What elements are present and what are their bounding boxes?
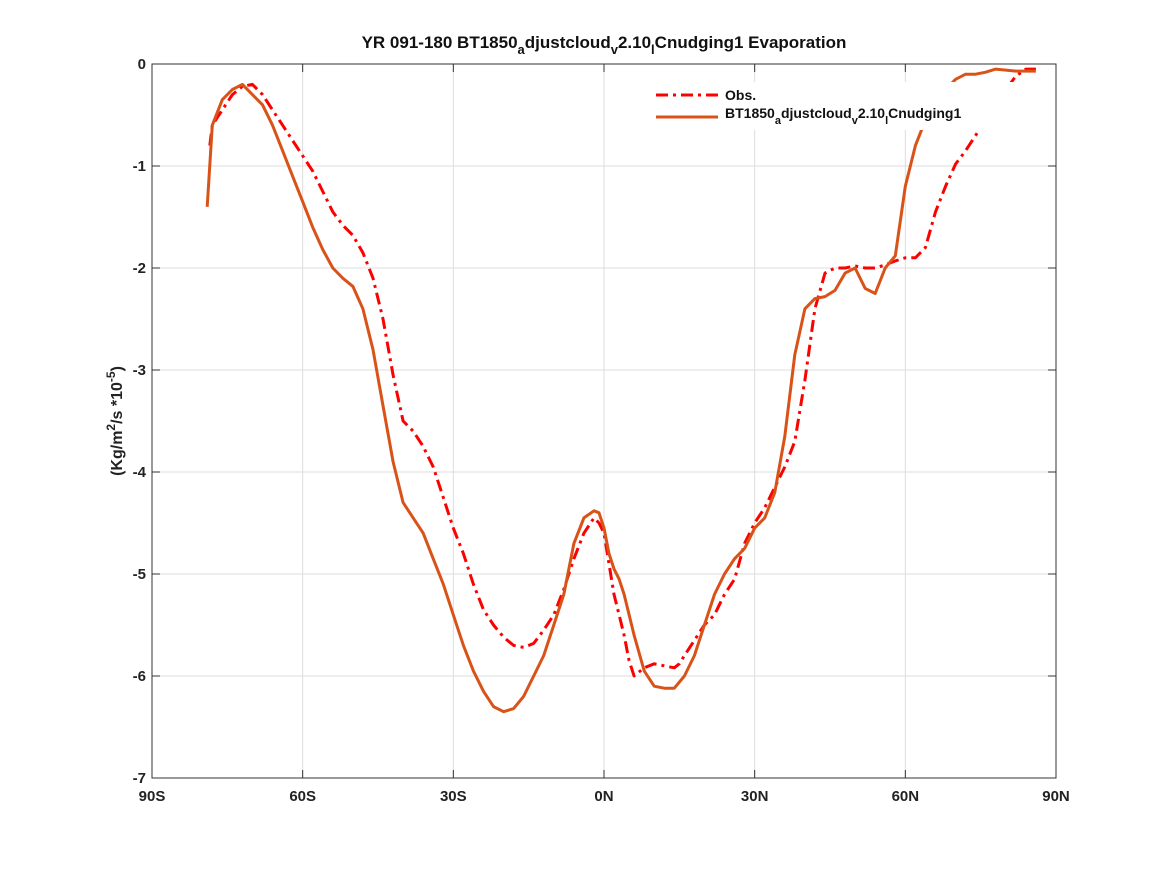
y-tick-label: -3 [133, 362, 146, 379]
y-tick-label: -2 [133, 260, 146, 277]
x-tick-label: 0N [594, 788, 613, 805]
y-tick-label: -7 [133, 770, 146, 787]
legend-background [650, 82, 1040, 130]
x-tick-label: 30N [741, 788, 769, 805]
legend-obs-label: Obs. [725, 87, 756, 103]
x-tick-label: 60S [289, 788, 316, 805]
y-tick-label: -6 [133, 668, 146, 685]
ticks: 90S 60S 30S 0N 30N 60N 90N 0 -1 -2 -3 -4 -5 -6 -7 [133, 56, 1070, 805]
x-tick-label: 30S [440, 788, 467, 805]
series-line-model [205, 67, 1036, 714]
series-layer [205, 67, 1036, 714]
chart-title: YR 091-180 BT1850adjustcloudv2.10lCnudgi… [362, 33, 847, 57]
y-tick-label: 0 [138, 56, 146, 73]
x-tick-label: 60N [892, 788, 920, 805]
y-tick-label: -5 [133, 566, 146, 583]
x-tick-label: 90S [139, 788, 166, 805]
x-tick-label: 90N [1042, 788, 1070, 805]
legend-model-label: BT1850adjustcloudv2.10lCnudging1 [725, 105, 961, 127]
y-axis-label: (Kg/m2/s *10-5) [104, 366, 126, 476]
y-tick-label: -1 [133, 158, 146, 175]
legend: Obs. BT1850adjustcloudv2.10lCnudging1 [650, 82, 1040, 130]
y-tick-label: -4 [133, 464, 147, 481]
